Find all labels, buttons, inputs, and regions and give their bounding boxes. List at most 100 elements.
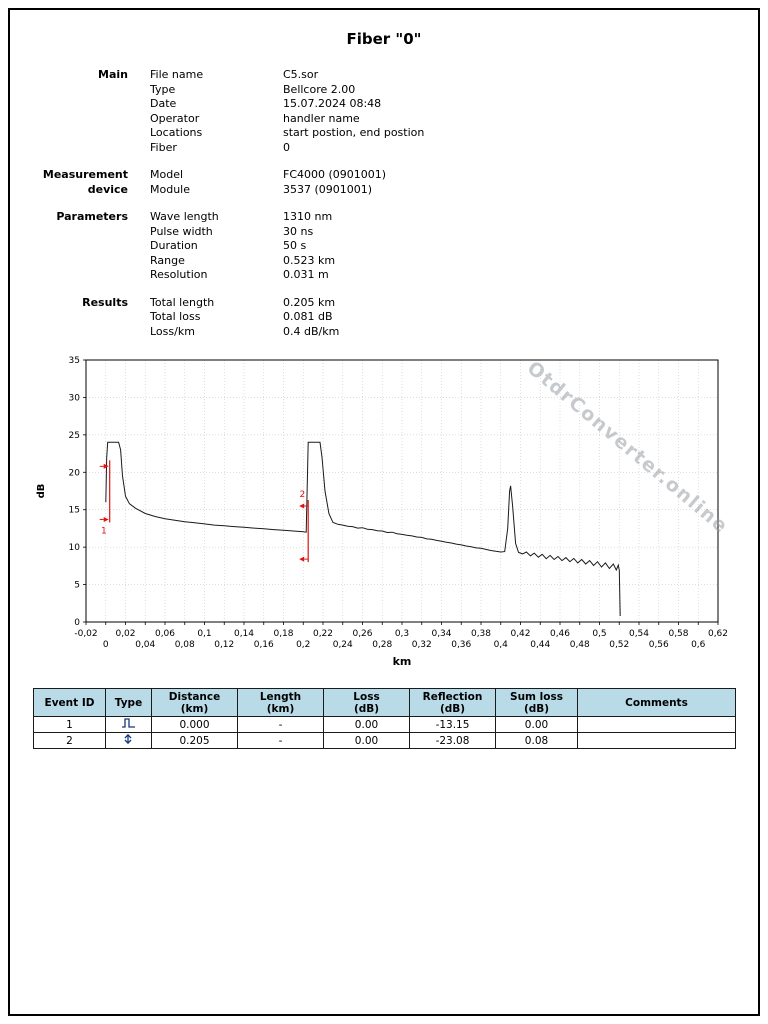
- info-value: Bellcore 2.00: [283, 82, 356, 96]
- cell-event-id: 2: [33, 732, 106, 749]
- x-tick-label: 0,3: [395, 629, 409, 639]
- x-tick-label: 0: [103, 640, 109, 650]
- chart-area: -0,02 0 0,02 0,04 0,06 0,08 0,1 0,12 0,14 0,16 0,1…: [28, 352, 768, 678]
- reflective-event-icon: [122, 718, 135, 728]
- info-value: 0.205 km: [283, 295, 336, 309]
- x-tick-label: 0,18: [273, 629, 293, 639]
- info-key: Module: [150, 182, 190, 196]
- info-section: Measurement device Model FC4000 (0901001) M…: [0, 168, 768, 197]
- x-tick-label: 0,32: [412, 640, 432, 650]
- info-row: Module 3537 (0901001): [150, 183, 386, 198]
- info-row: Range 0.523 km: [150, 254, 335, 269]
- y-tick-label: 5: [74, 581, 80, 591]
- info-row: Wave length 1310 nm: [150, 210, 335, 225]
- info-value: 15.07.2024 08:48: [283, 97, 382, 110]
- x-tick-label: 0,14: [234, 629, 254, 639]
- cell-reflection: -13.15: [409, 716, 496, 733]
- info-row: File name C5.sor: [150, 68, 424, 83]
- x-tick-label: 0,48: [570, 640, 590, 650]
- column-header: Type: [105, 688, 152, 717]
- section-label: Parameters: [56, 210, 128, 223]
- cell-sum-loss: 0.08: [495, 732, 578, 749]
- events-table: Event ID Type Distance (km) Length (km) Loss (d…: [33, 688, 736, 749]
- info-key: Total loss: [150, 310, 201, 323]
- x-tick-label: 0,24: [333, 640, 353, 650]
- x-tick-label: 0,62: [708, 629, 728, 639]
- cell-length: -: [237, 716, 324, 733]
- column-header: Loss (dB): [323, 688, 410, 717]
- info-value: 0.523 km: [283, 253, 336, 267]
- cell-type: [105, 716, 152, 733]
- column-header: Reflection (dB): [409, 688, 496, 717]
- column-header: Length (km): [237, 688, 324, 717]
- column-header: Sum loss (dB): [495, 688, 578, 717]
- info-row: Type Bellcore 2.00: [150, 83, 424, 98]
- x-axis-label: km: [393, 655, 412, 668]
- x-tick-label: 0,16: [254, 640, 274, 650]
- info-value: 0.081 dB: [283, 310, 333, 323]
- cell-loss: 0.00: [323, 732, 410, 749]
- x-tick-label: 0,38: [471, 629, 491, 639]
- x-tick-label: 0,02: [115, 629, 135, 639]
- info-value: 1310 nm: [283, 210, 333, 223]
- cell-sum-loss: 0.00: [495, 716, 578, 733]
- cell-reflection: -23.08: [409, 732, 496, 749]
- report-info-sections: Main File name C5.sor Type Bellcore 2.00 Date…: [0, 68, 768, 339]
- x-tick-label: 0,58: [668, 629, 688, 639]
- info-key: Duration: [150, 239, 198, 252]
- column-header: Event ID: [33, 688, 106, 717]
- info-key: Range: [150, 253, 185, 267]
- info-row: Model FC4000 (0901001): [150, 168, 386, 183]
- info-row: Loss/km 0.4 dB/km: [150, 325, 339, 340]
- info-section: Main File name C5.sor Type Bellcore 2.00 Date…: [0, 68, 768, 155]
- x-tick-label: 0,28: [372, 640, 392, 650]
- cell-event-id: 1: [33, 716, 106, 733]
- x-tick-label: 0,4: [494, 640, 509, 650]
- otdr-trace-line: [105, 441, 621, 617]
- info-value: C5.sor: [283, 68, 319, 81]
- y-tick-label: 30: [69, 393, 81, 403]
- info-key: Type: [150, 82, 176, 96]
- table-row: 1 0.000-0.00 -13.15 0.00: [33, 716, 736, 733]
- cell-distance: 0.000: [151, 716, 238, 733]
- info-value: 0: [283, 140, 290, 154]
- x-tick-label: 0,54: [629, 629, 649, 639]
- cell-length: -: [237, 732, 324, 749]
- x-tick-label: 0,42: [510, 629, 530, 639]
- cell-type: [105, 732, 152, 749]
- section-rows: File name C5.sor Type Bellcore 2.00 Date 15.0…: [150, 68, 424, 155]
- table-header-row: Event ID Type Distance (km) Length (km) Loss (d…: [33, 688, 736, 717]
- info-section: Parameters Wave length 1310 nm Pulse width 3…: [0, 210, 768, 283]
- column-header: Distance (km): [151, 688, 238, 717]
- event-arrow-icon: [103, 463, 109, 469]
- column-header: Comments: [577, 688, 736, 717]
- x-tick-label: 0,36: [451, 640, 471, 650]
- info-value: 0.4 dB/km: [283, 324, 340, 338]
- info-row: Locations start postion, end postion: [150, 126, 424, 141]
- x-tick-label: 0,22: [313, 629, 333, 639]
- x-tick-label: 0,6: [691, 640, 706, 650]
- info-key: Loss/km: [150, 324, 195, 338]
- info-key: Model: [150, 168, 184, 181]
- info-value: handler name: [283, 111, 360, 125]
- info-key: Wave length: [150, 210, 219, 223]
- cell-comments: [577, 716, 736, 733]
- info-key: Total length: [150, 295, 215, 309]
- cell-loss: 0.00: [323, 716, 410, 733]
- info-value: start postion, end postion: [283, 126, 425, 139]
- info-key: Locations: [150, 126, 203, 139]
- info-section: Results Total length 0.205 km Total loss 0.0…: [0, 296, 768, 340]
- section-rows: Model FC4000 (0901001) Module 3537 (0901001…: [150, 168, 386, 197]
- section-label: Measurement device: [42, 168, 128, 196]
- x-tick-label: 0,2: [296, 640, 310, 650]
- info-key: Pulse width: [150, 224, 213, 238]
- info-row: Total loss 0.081 dB: [150, 310, 339, 325]
- watermark: OtdrConverter.online: [523, 357, 733, 538]
- y-tick-label: 10: [69, 543, 81, 553]
- event-arrow-icon: [103, 516, 109, 522]
- x-tick-label: 0,08: [175, 640, 195, 650]
- event-arrow-icon: [299, 556, 305, 562]
- section-rows: Total length 0.205 km Total loss 0.081 dB Lo…: [150, 296, 339, 340]
- info-row: Pulse width 30 ns: [150, 225, 335, 240]
